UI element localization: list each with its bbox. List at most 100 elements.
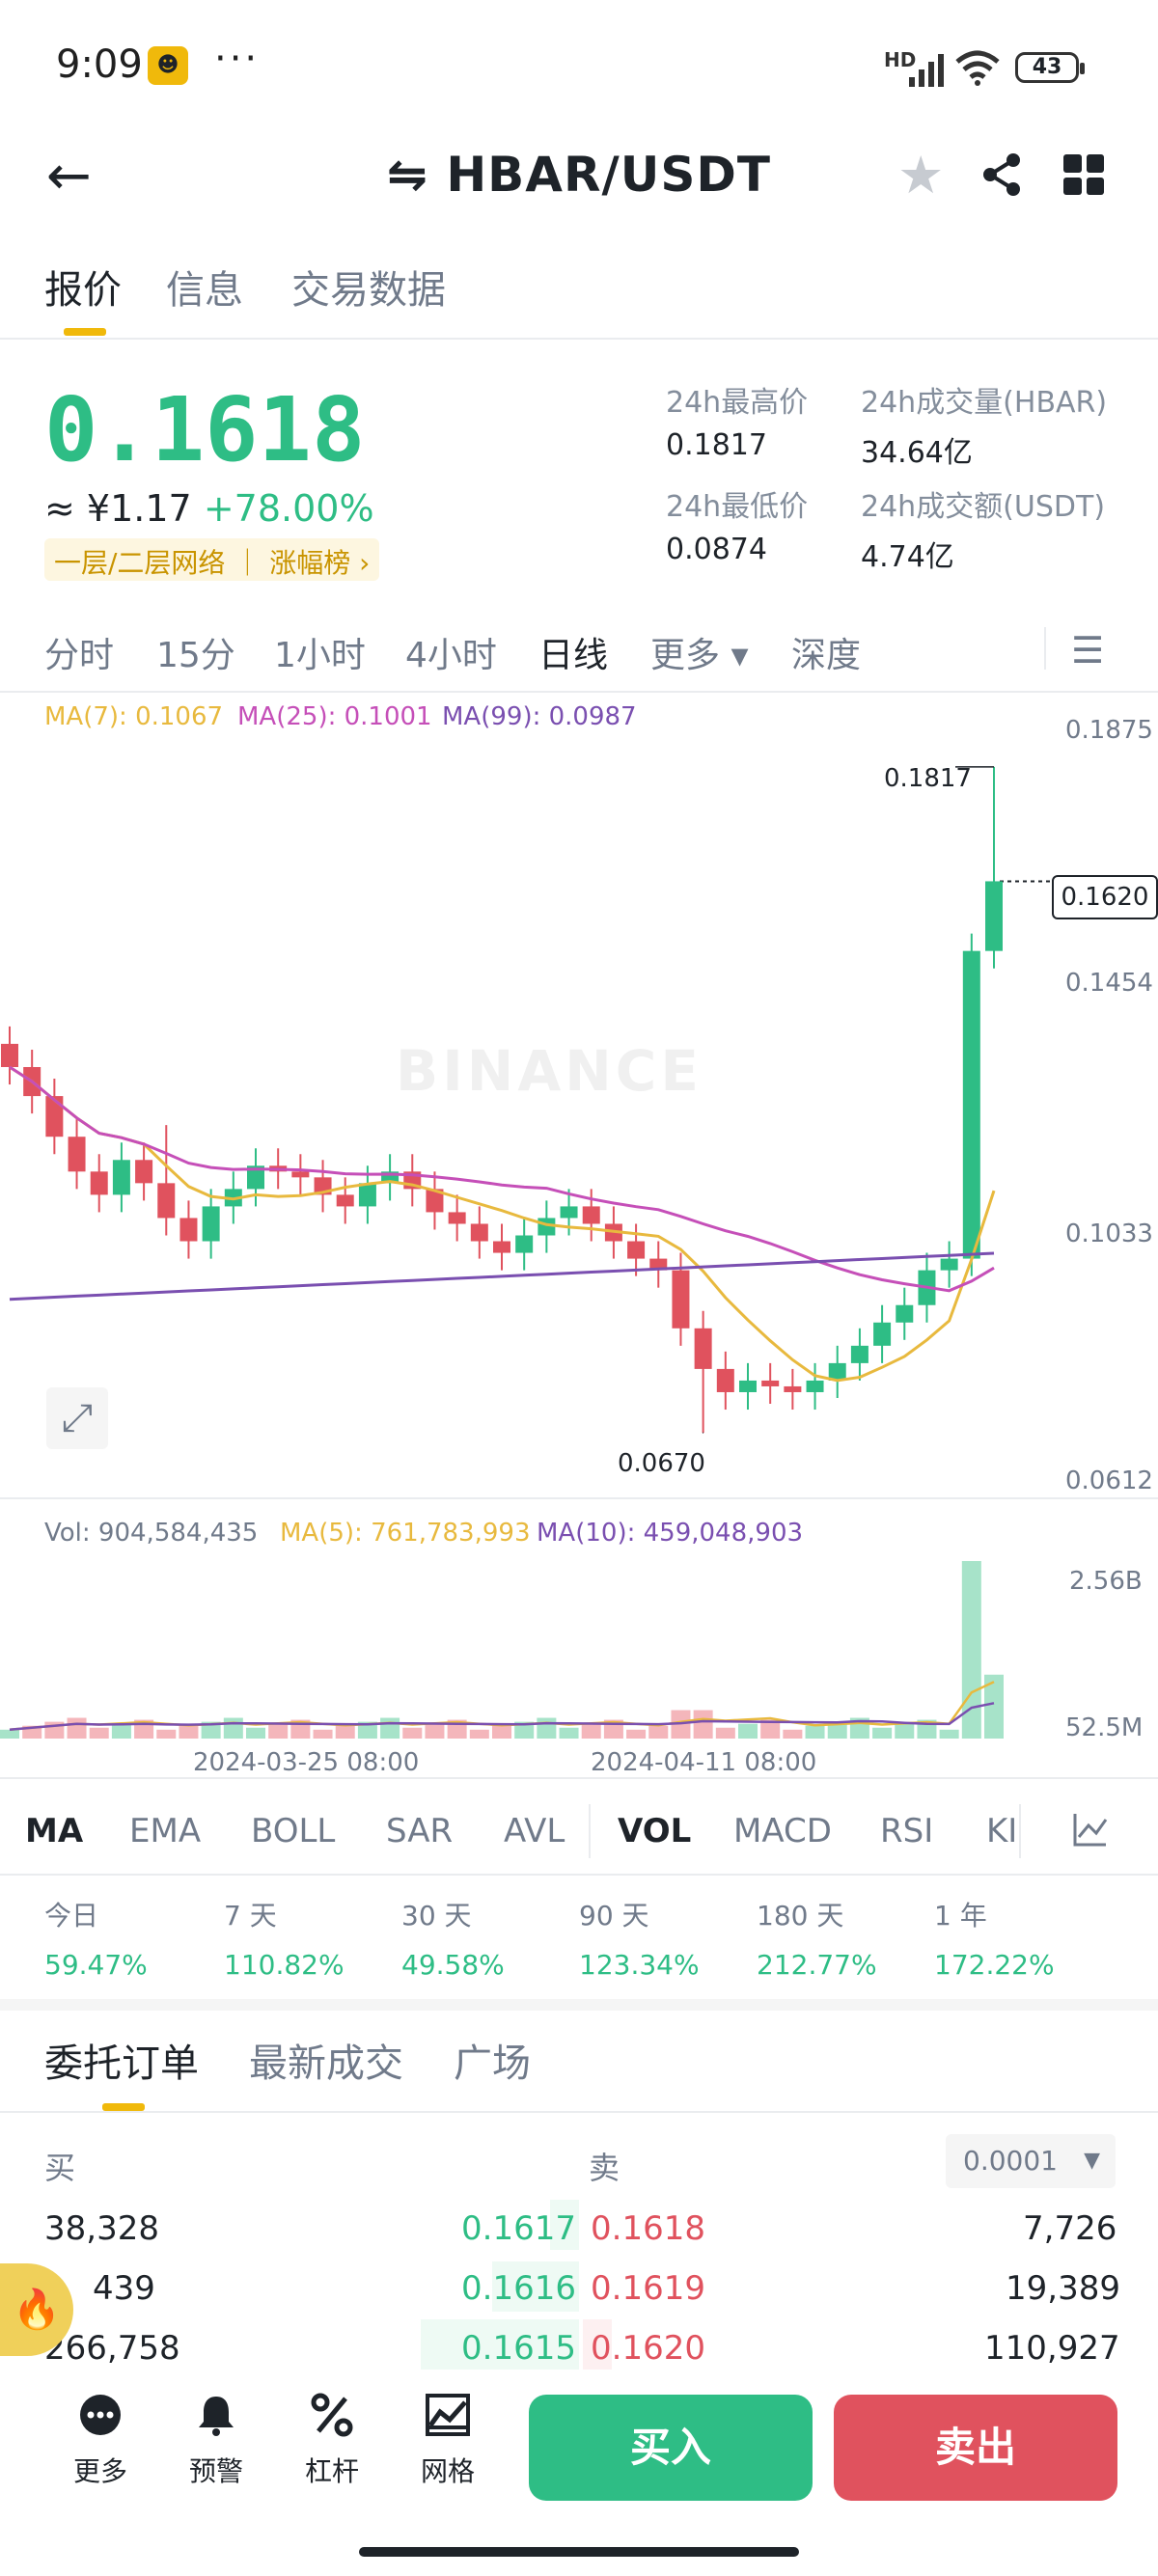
favorite-star-icon[interactable]: ★: [897, 145, 945, 206]
return-today[interactable]: 今日 59.47%: [44, 1895, 148, 1981]
candle-body: [179, 1218, 198, 1242]
volume-bar: [223, 1717, 243, 1739]
tab-info[interactable]: 信息: [166, 268, 243, 313]
return-value: 172.22%: [934, 1949, 1055, 1981]
ma99-legend: MA(99): 0.0987: [442, 702, 637, 731]
interval-1h[interactable]: 1小时: [274, 636, 366, 675]
volume-bar: [715, 1727, 735, 1739]
interval-15m[interactable]: 15分: [156, 636, 235, 675]
interval-more[interactable]: 更多 ▾: [650, 636, 749, 675]
volume-bar: [425, 1723, 445, 1739]
bid-price[interactable]: 0.1617: [461, 2209, 576, 2248]
volume-bar: [872, 1727, 893, 1739]
layout-grid-icon[interactable]: [1063, 154, 1104, 195]
indicator-sar[interactable]: SAR: [386, 1812, 454, 1850]
divider: [0, 2111, 1158, 2113]
indicator-vol[interactable]: VOL: [618, 1812, 692, 1850]
stat-high-label: 24h最高价: [666, 386, 809, 420]
candle-body: [68, 1137, 86, 1172]
candle-body: [627, 1241, 646, 1259]
low-annotation: 0.0670: [618, 1449, 705, 1478]
candle-body: [985, 881, 1003, 951]
indicator-kdj[interactable]: KI: [986, 1812, 1018, 1850]
tab-square[interactable]: 广场: [454, 2042, 531, 2086]
stat-volume: 24h成交量(HBAR) 34.64亿: [861, 378, 1107, 471]
sell-button[interactable]: 卖出: [834, 2395, 1117, 2501]
return-value: 123.34%: [579, 1949, 700, 1981]
indicator-avl[interactable]: AVL: [504, 1812, 565, 1850]
volume-bar: [559, 1727, 579, 1739]
ask-qty: 7,726: [1023, 2209, 1117, 2248]
bid-price[interactable]: 0.1616: [461, 2269, 576, 2308]
interval-depth[interactable]: 深度: [791, 636, 862, 675]
volume-bar: [693, 1710, 713, 1739]
volume-bar: [0, 1729, 19, 1739]
nav-label: 更多: [72, 2455, 127, 2487]
vol-ma10-legend: MA(10): 459,048,903: [537, 1519, 804, 1548]
return-label: 30 天: [401, 1900, 472, 1932]
interval-4h[interactable]: 4小时: [405, 636, 497, 675]
indicator-macd[interactable]: MACD: [733, 1812, 832, 1850]
category-tags[interactable]: 一层/二层网络 ｜ 涨幅榜 ›: [44, 538, 380, 581]
tab-quote[interactable]: 报价: [44, 268, 122, 313]
indicator-ema[interactable]: EMA: [129, 1812, 202, 1850]
indicator-boll[interactable]: BOLL: [251, 1812, 336, 1850]
nav-label: 网格: [420, 2455, 475, 2487]
candle-body: [850, 1345, 868, 1363]
volume-chart[interactable]: [0, 1553, 1158, 1746]
ask-price[interactable]: 0.1620: [591, 2329, 705, 2368]
share-icon[interactable]: [980, 152, 1023, 197]
interval-timeline[interactable]: 分时: [44, 636, 115, 675]
nav-more[interactable]: 更多: [52, 2393, 149, 2489]
candle-body: [1, 1043, 18, 1068]
return-label: 1 年: [934, 1900, 987, 1932]
ask-price[interactable]: 0.1619: [591, 2269, 705, 2308]
expand-chart-icon[interactable]: ⤢: [46, 1387, 108, 1449]
chart-settings-icon[interactable]: ☰: [1071, 629, 1105, 671]
signal-icon: [909, 54, 944, 87]
divider: [0, 1777, 1158, 1779]
indicator-ma[interactable]: MA: [25, 1812, 84, 1850]
candle-body: [896, 1304, 914, 1323]
bid-qty: 439: [93, 2269, 155, 2308]
tab-recent-trades[interactable]: 最新成交: [249, 2042, 403, 2086]
return-90d[interactable]: 90 天 123.34%: [579, 1895, 700, 1981]
volume-bar: [783, 1729, 803, 1739]
candle-body: [135, 1160, 153, 1184]
volume-bar: [313, 1729, 333, 1739]
tab-orders[interactable]: 委托订单: [44, 2042, 199, 2086]
pair-title[interactable]: ⇋ HBAR/USDT: [387, 147, 771, 203]
home-indicator: [359, 2547, 799, 2557]
volume-bar: [626, 1729, 647, 1739]
candle-body: [582, 1206, 600, 1224]
return-30d[interactable]: 30 天 49.58%: [401, 1895, 505, 1981]
nav-leverage[interactable]: 杠杆: [284, 2393, 380, 2489]
precision-select[interactable]: 0.0001 ▼: [946, 2134, 1116, 2188]
divider: [589, 1804, 591, 1858]
current-price-marker: 0.1620: [1052, 875, 1158, 919]
interval-1d[interactable]: 日线: [538, 636, 609, 675]
candle-body: [291, 1171, 310, 1178]
tab-trading-data[interactable]: 交易数据: [291, 268, 446, 313]
bid-price[interactable]: 0.1615: [461, 2329, 576, 2368]
flame-icon[interactable]: 🔥: [0, 2263, 73, 2356]
indicator-rsi[interactable]: RSI: [880, 1812, 934, 1850]
return-180d[interactable]: 180 天 212.77%: [757, 1895, 877, 1981]
indicator-settings-icon[interactable]: [1071, 1810, 1110, 1849]
stat-high: 24h最高价 0.1817: [666, 378, 808, 462]
stat-amount-label: 24h成交额(USDT): [861, 490, 1106, 524]
return-7d[interactable]: 7 天 110.82%: [224, 1895, 345, 1981]
return-1y[interactable]: 1 年 172.22%: [934, 1895, 1055, 1981]
candle-body: [45, 1096, 64, 1137]
stat-amount-value: 4.74亿: [861, 540, 954, 574]
volume-bar: [492, 1725, 511, 1739]
buy-button[interactable]: 买入: [529, 2395, 813, 2501]
volume-bar: [581, 1723, 601, 1739]
ask-depth-bar: [583, 2319, 612, 2370]
nav-grid[interactable]: 网格: [400, 2393, 496, 2489]
candlestick-chart[interactable]: [0, 714, 1158, 1486]
back-arrow-icon[interactable]: ←: [46, 145, 92, 207]
ask-price[interactable]: 0.1618: [591, 2209, 705, 2248]
nav-alert[interactable]: 预警: [168, 2393, 264, 2489]
candle-body: [694, 1328, 712, 1369]
